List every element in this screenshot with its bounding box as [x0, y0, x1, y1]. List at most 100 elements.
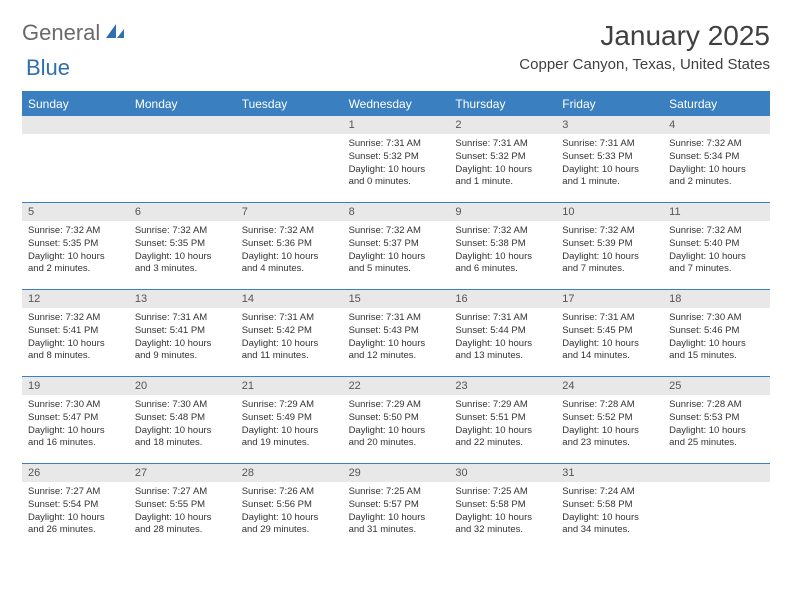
sunset-line: Sunset: 5:54 PM [28, 499, 123, 512]
day-header: Tuesday [236, 93, 343, 115]
day-number: 18 [663, 290, 770, 308]
sunrise-line: Sunrise: 7:31 AM [562, 312, 657, 325]
week-row: 12Sunrise: 7:32 AMSunset: 5:41 PMDayligh… [22, 289, 770, 376]
sunrise-line: Sunrise: 7:25 AM [455, 486, 550, 499]
day-body: Sunrise: 7:32 AMSunset: 5:35 PMDaylight:… [22, 221, 129, 282]
day-body: Sunrise: 7:31 AMSunset: 5:41 PMDaylight:… [129, 308, 236, 369]
day-body: Sunrise: 7:31 AMSunset: 5:32 PMDaylight:… [449, 134, 556, 195]
day-header: Friday [556, 93, 663, 115]
day-number: 16 [449, 290, 556, 308]
day-number: 3 [556, 116, 663, 134]
sunrise-line: Sunrise: 7:32 AM [669, 138, 764, 151]
day-cell: 12Sunrise: 7:32 AMSunset: 5:41 PMDayligh… [22, 290, 129, 376]
day-number: 4 [663, 116, 770, 134]
day-cell: 14Sunrise: 7:31 AMSunset: 5:42 PMDayligh… [236, 290, 343, 376]
day-header: Thursday [449, 93, 556, 115]
sunset-line: Sunset: 5:47 PM [28, 412, 123, 425]
day-body: Sunrise: 7:24 AMSunset: 5:58 PMDaylight:… [556, 482, 663, 543]
daylight-line: Daylight: 10 hours and 1 minute. [562, 164, 657, 190]
week-row: 5Sunrise: 7:32 AMSunset: 5:35 PMDaylight… [22, 202, 770, 289]
day-cell: 4Sunrise: 7:32 AMSunset: 5:34 PMDaylight… [663, 116, 770, 202]
sunrise-line: Sunrise: 7:31 AM [562, 138, 657, 151]
day-number: 24 [556, 377, 663, 395]
sunrise-line: Sunrise: 7:30 AM [135, 399, 230, 412]
day-cell: 18Sunrise: 7:30 AMSunset: 5:46 PMDayligh… [663, 290, 770, 376]
day-cell: 5Sunrise: 7:32 AMSunset: 5:35 PMDaylight… [22, 203, 129, 289]
logo: General [22, 20, 126, 46]
day-cell: 9Sunrise: 7:32 AMSunset: 5:38 PMDaylight… [449, 203, 556, 289]
sunrise-line: Sunrise: 7:31 AM [455, 138, 550, 151]
logo-sail-icon [104, 20, 126, 46]
daylight-line: Daylight: 10 hours and 26 minutes. [28, 512, 123, 538]
day-body: Sunrise: 7:32 AMSunset: 5:35 PMDaylight:… [129, 221, 236, 282]
day-body: Sunrise: 7:29 AMSunset: 5:50 PMDaylight:… [343, 395, 450, 456]
day-body: Sunrise: 7:30 AMSunset: 5:46 PMDaylight:… [663, 308, 770, 369]
daylight-line: Daylight: 10 hours and 0 minutes. [349, 164, 444, 190]
day-number: 8 [343, 203, 450, 221]
day-body: Sunrise: 7:30 AMSunset: 5:47 PMDaylight:… [22, 395, 129, 456]
daylight-line: Daylight: 10 hours and 31 minutes. [349, 512, 444, 538]
daylight-line: Daylight: 10 hours and 8 minutes. [28, 338, 123, 364]
calendar: SundayMondayTuesdayWednesdayThursdayFrid… [22, 91, 770, 550]
day-number: 19 [22, 377, 129, 395]
day-body: Sunrise: 7:31 AMSunset: 5:44 PMDaylight:… [449, 308, 556, 369]
daylight-line: Daylight: 10 hours and 1 minute. [455, 164, 550, 190]
day-cell: 27Sunrise: 7:27 AMSunset: 5:55 PMDayligh… [129, 464, 236, 550]
day-number: 15 [343, 290, 450, 308]
sunset-line: Sunset: 5:34 PM [669, 151, 764, 164]
sunrise-line: Sunrise: 7:31 AM [455, 312, 550, 325]
sunset-line: Sunset: 5:44 PM [455, 325, 550, 338]
sunset-line: Sunset: 5:55 PM [135, 499, 230, 512]
day-number-empty [22, 116, 129, 134]
sunrise-line: Sunrise: 7:28 AM [562, 399, 657, 412]
day-cell: 15Sunrise: 7:31 AMSunset: 5:43 PMDayligh… [343, 290, 450, 376]
daylight-line: Daylight: 10 hours and 20 minutes. [349, 425, 444, 451]
sunrise-line: Sunrise: 7:31 AM [349, 138, 444, 151]
day-number: 29 [343, 464, 450, 482]
sunset-line: Sunset: 5:57 PM [349, 499, 444, 512]
sunset-line: Sunset: 5:33 PM [562, 151, 657, 164]
sunset-line: Sunset: 5:40 PM [669, 238, 764, 251]
day-number: 25 [663, 377, 770, 395]
day-body: Sunrise: 7:32 AMSunset: 5:41 PMDaylight:… [22, 308, 129, 369]
day-header: Sunday [22, 93, 129, 115]
day-cell: 13Sunrise: 7:31 AMSunset: 5:41 PMDayligh… [129, 290, 236, 376]
sunset-line: Sunset: 5:58 PM [455, 499, 550, 512]
daylight-line: Daylight: 10 hours and 32 minutes. [455, 512, 550, 538]
weeks-container: 1Sunrise: 7:31 AMSunset: 5:32 PMDaylight… [22, 115, 770, 550]
sunrise-line: Sunrise: 7:31 AM [135, 312, 230, 325]
sunrise-line: Sunrise: 7:27 AM [135, 486, 230, 499]
day-body: Sunrise: 7:26 AMSunset: 5:56 PMDaylight:… [236, 482, 343, 543]
sunrise-line: Sunrise: 7:29 AM [455, 399, 550, 412]
daylight-line: Daylight: 10 hours and 4 minutes. [242, 251, 337, 277]
sunset-line: Sunset: 5:43 PM [349, 325, 444, 338]
day-body: Sunrise: 7:27 AMSunset: 5:55 PMDaylight:… [129, 482, 236, 543]
day-body: Sunrise: 7:32 AMSunset: 5:34 PMDaylight:… [663, 134, 770, 195]
day-number: 26 [22, 464, 129, 482]
location-subtitle: Copper Canyon, Texas, United States [519, 56, 770, 73]
sunrise-line: Sunrise: 7:29 AM [242, 399, 337, 412]
day-body: Sunrise: 7:32 AMSunset: 5:38 PMDaylight:… [449, 221, 556, 282]
week-row: 1Sunrise: 7:31 AMSunset: 5:32 PMDaylight… [22, 115, 770, 202]
sunset-line: Sunset: 5:45 PM [562, 325, 657, 338]
day-cell [236, 116, 343, 202]
day-cell: 8Sunrise: 7:32 AMSunset: 5:37 PMDaylight… [343, 203, 450, 289]
daylight-line: Daylight: 10 hours and 7 minutes. [669, 251, 764, 277]
sunrise-line: Sunrise: 7:32 AM [28, 225, 123, 238]
day-number: 22 [343, 377, 450, 395]
logo-text-1: General [22, 20, 100, 46]
day-cell: 25Sunrise: 7:28 AMSunset: 5:53 PMDayligh… [663, 377, 770, 463]
daylight-line: Daylight: 10 hours and 29 minutes. [242, 512, 337, 538]
sunset-line: Sunset: 5:32 PM [349, 151, 444, 164]
day-number: 23 [449, 377, 556, 395]
day-cell: 28Sunrise: 7:26 AMSunset: 5:56 PMDayligh… [236, 464, 343, 550]
sunrise-line: Sunrise: 7:25 AM [349, 486, 444, 499]
daylight-line: Daylight: 10 hours and 34 minutes. [562, 512, 657, 538]
sunrise-line: Sunrise: 7:31 AM [242, 312, 337, 325]
day-cell: 30Sunrise: 7:25 AMSunset: 5:58 PMDayligh… [449, 464, 556, 550]
sunset-line: Sunset: 5:51 PM [455, 412, 550, 425]
day-number: 10 [556, 203, 663, 221]
day-cell: 21Sunrise: 7:29 AMSunset: 5:49 PMDayligh… [236, 377, 343, 463]
day-cell: 16Sunrise: 7:31 AMSunset: 5:44 PMDayligh… [449, 290, 556, 376]
day-cell [129, 116, 236, 202]
